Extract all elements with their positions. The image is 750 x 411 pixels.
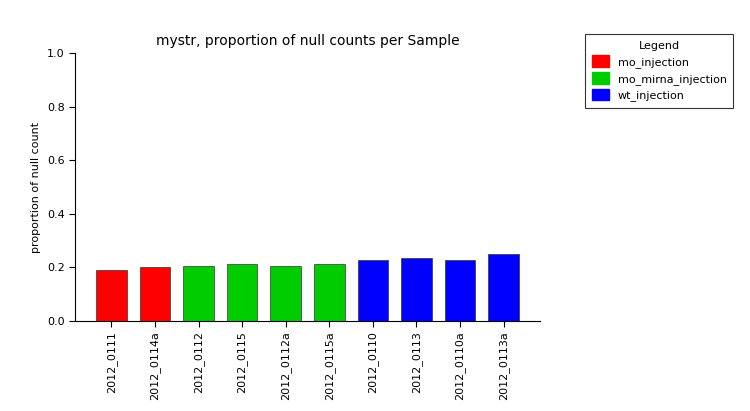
- Bar: [445, 260, 476, 321]
- Bar: [96, 270, 127, 321]
- Legend: mo_injection, mo_mirna_injection, wt_injection: mo_injection, mo_mirna_injection, wt_inj…: [585, 35, 734, 108]
- Bar: [140, 267, 170, 321]
- Y-axis label: proportion of null count: proportion of null count: [32, 121, 41, 253]
- Title: mystr, proportion of null counts per Sample: mystr, proportion of null counts per Sam…: [156, 34, 459, 48]
- Bar: [488, 254, 519, 321]
- Bar: [183, 266, 214, 321]
- Bar: [227, 264, 257, 321]
- Bar: [358, 260, 388, 321]
- Bar: [314, 265, 344, 321]
- Bar: [271, 266, 301, 321]
- Bar: [401, 258, 432, 321]
